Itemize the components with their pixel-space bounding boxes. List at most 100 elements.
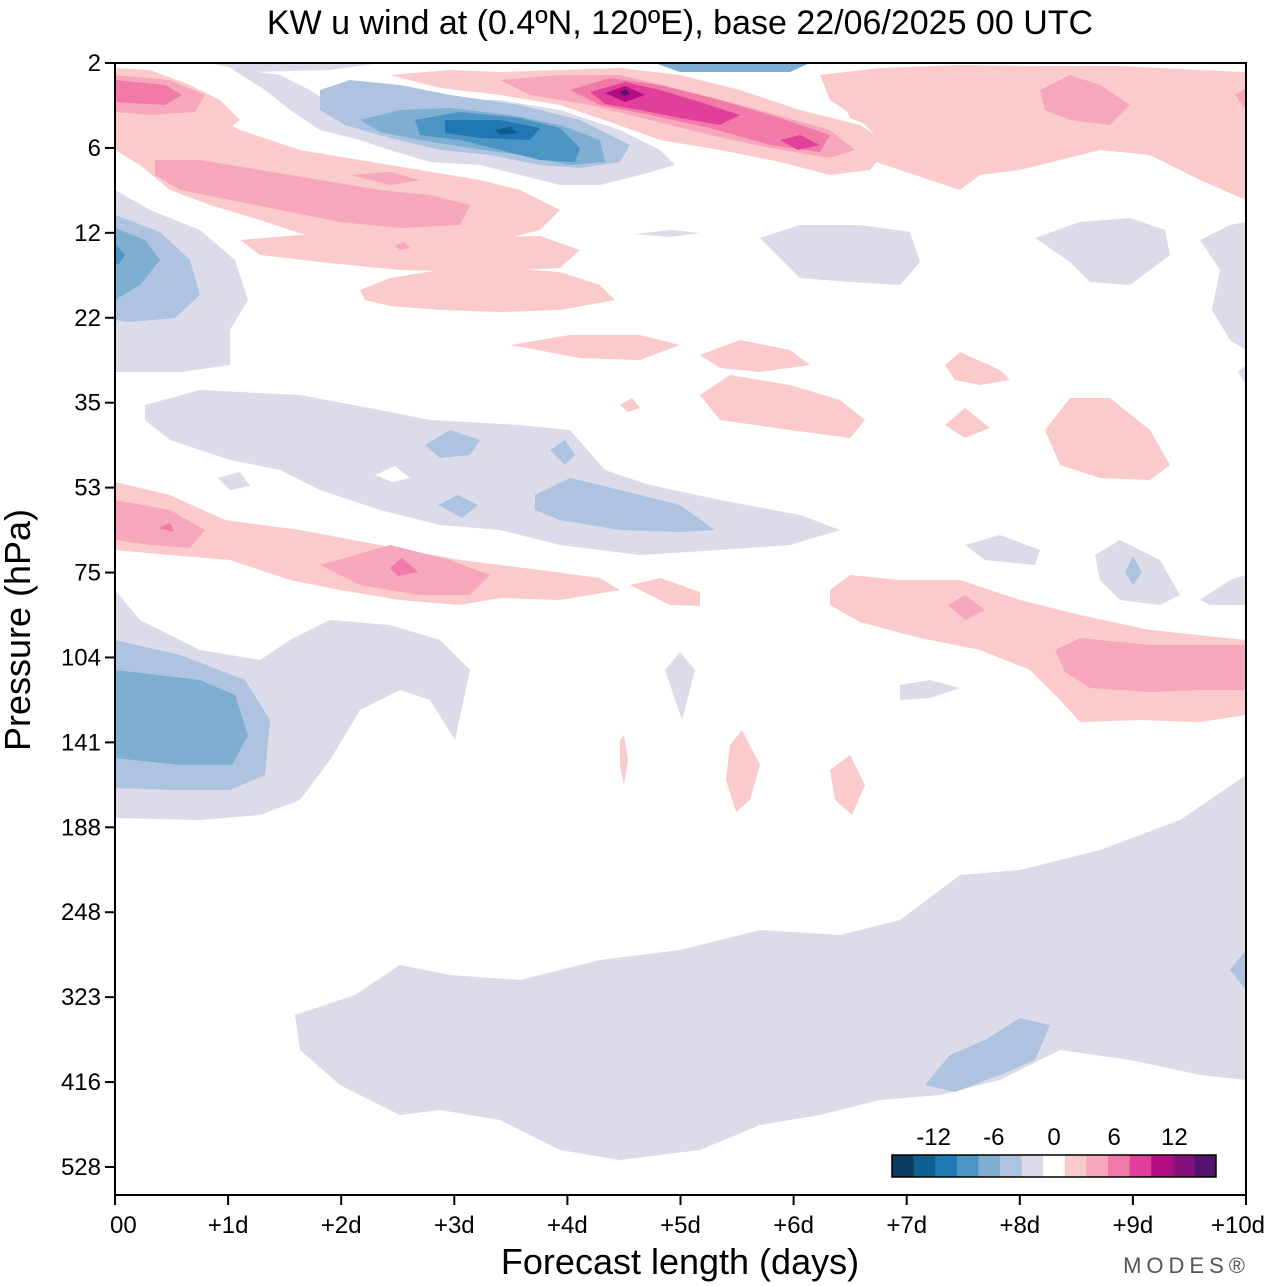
y-tick-label: 75 (74, 560, 101, 587)
contour-easterly-15-max (115, 243, 125, 265)
colorbar: -12 -6 0 6 12 (891, 1124, 1217, 1178)
colorbar-swatch (1021, 1155, 1044, 1177)
x-tick-label: +9d (1113, 1212, 1154, 1239)
contour-westerly-30-d (945, 408, 990, 438)
colorbar-label: 0 (1047, 1124, 1060, 1151)
contour-easterly-45-hole (375, 466, 410, 482)
contour-westerly-upper-right-inner (840, 80, 1000, 130)
y-tick-label: 6 (88, 135, 101, 162)
contour-easterly-15-right-d (1238, 365, 1246, 385)
contour-easterly-upper-max (495, 127, 518, 135)
x-axis-title: Forecast length (days) (501, 1241, 859, 1282)
y-tick-label: 22 (74, 305, 101, 332)
contour-easterly-lower-right (1230, 950, 1246, 990)
y-tick-label: 2 (88, 50, 101, 77)
contour-westerly-upper-peak (620, 89, 630, 96)
x-tick-label: 00 (110, 1212, 137, 1239)
contour-easterly-upper-dot (335, 92, 355, 112)
x-tick-label: +5d (660, 1212, 701, 1239)
y-tick-label: 323 (61, 984, 101, 1011)
colorbar-label: 6 (1107, 1124, 1120, 1151)
contour-easterly-12-sliver (635, 230, 700, 237)
colorbar-swatch (1000, 1155, 1023, 1177)
colorbar-swatch (892, 1155, 915, 1177)
contour-easterly-small-left (218, 472, 250, 490)
contour-westerly-30-a (700, 375, 865, 438)
y-axis-ticks: 2 6 12 22 35 53 75 104 141 188 248 323 416 528 (61, 50, 115, 1181)
contour-fills (115, 63, 1246, 1160)
contour-westerly-12-mark (395, 242, 410, 250)
contour-easterly-15-right-b (1035, 218, 1170, 285)
contour-easterly-15-right-c (1200, 222, 1246, 350)
colorbar-swatch (1043, 1155, 1066, 1177)
y-tick-label: 35 (74, 390, 101, 417)
x-tick-label: +6d (773, 1212, 814, 1239)
contour-westerly-upper-outer (390, 68, 890, 175)
y-axis-title: Pressure (hPa) (0, 509, 38, 751)
colorbar-swatch (913, 1155, 936, 1177)
contour-easterly-140-core (115, 670, 248, 765)
plot-frame (114, 62, 1247, 1196)
colorbar-swatch (1172, 1155, 1195, 1177)
contour-westerly-150-a (726, 730, 760, 812)
contour-easterly-15-core (115, 228, 160, 300)
contour-easterly-upper-core-c (445, 120, 540, 140)
contour-westerly-27-b (510, 335, 680, 360)
contour-easterly-45-core (535, 478, 715, 532)
contour-westerly-32-dot (620, 398, 640, 412)
contour-easterly-45-blob-b (438, 495, 478, 518)
y-tick-label: 141 (61, 729, 101, 756)
contour-easterly-top-strip-b (655, 63, 810, 72)
contour-westerly-65-band (115, 482, 620, 605)
contour-westerly-150-b (830, 755, 865, 815)
contour-easterly-80-right-b (965, 535, 1040, 565)
colorbar-swatch (1129, 1155, 1152, 1177)
contour-easterly-115 (665, 652, 695, 720)
x-tick-label: +4d (547, 1212, 588, 1239)
y-tick-label: 188 (61, 814, 101, 841)
x-tick-label: +1d (208, 1212, 249, 1239)
contour-westerly-27-a (700, 340, 810, 372)
x-tick-label: +7d (886, 1212, 927, 1239)
colorbar-swatch (1108, 1155, 1131, 1177)
x-tick-label: +3d (434, 1212, 475, 1239)
contour-easterly-80-right-c (1200, 575, 1246, 605)
y-tick-label: 528 (61, 1154, 101, 1181)
chart-title: KW u wind at (0.4ºN, 120ºE), base 22/06/… (267, 4, 1093, 42)
contour-westerly-upper-strong-b (780, 135, 820, 150)
colorbar-swatch (1194, 1155, 1217, 1177)
contour-westerly-75-core (390, 558, 418, 576)
x-tick-label: +10d (1211, 1212, 1265, 1239)
y-tick-label: 248 (61, 899, 101, 926)
y-tick-label: 416 (61, 1069, 101, 1096)
x-tick-label: +8d (999, 1212, 1040, 1239)
colorbar-swatch (1064, 1155, 1087, 1177)
contour-easterly-15-right-a (760, 225, 920, 285)
contour-easterly-45-blob-c (550, 440, 575, 465)
y-tick-label: 104 (61, 644, 101, 671)
contour-westerly-60-core (158, 523, 174, 532)
colorbar-label: -6 (983, 1124, 1004, 1151)
colorbar-swatch (1151, 1155, 1174, 1177)
colorbar-label: 12 (1161, 1124, 1188, 1151)
contour-westerly-18 (360, 268, 615, 312)
x-axis-ticks: 00 +1d +2d +3d +4d +5d +6d +7d +8d +9d +10d (110, 1195, 1265, 1239)
contour-easterly-45-blob-a (425, 430, 480, 458)
colorbar-swatch (935, 1155, 958, 1177)
contour-westerly-8-mid-a (155, 160, 470, 228)
contour-westerly-150-c (620, 735, 628, 785)
contour-easterly-top-strip (210, 63, 380, 72)
contour-westerly-75-small (630, 578, 700, 606)
contour-easterly-110 (900, 680, 960, 700)
contour-westerly-upper-right-mid-b (1235, 88, 1246, 110)
contour-westerly-12-band (240, 235, 580, 272)
contour-westerly-3-left-core (115, 80, 182, 105)
contour-westerly-30-c (945, 352, 1010, 385)
contour-westerly-8-mid-b (350, 172, 420, 185)
contour-easterly-lower-core (925, 1018, 1050, 1092)
y-tick-label: 53 (74, 475, 101, 502)
contour-westerly-90-mid (948, 595, 985, 620)
colorbar-swatch (978, 1155, 1001, 1177)
colorbar-label: -12 (916, 1124, 951, 1151)
brand-logo: MODES® (1123, 1253, 1250, 1278)
